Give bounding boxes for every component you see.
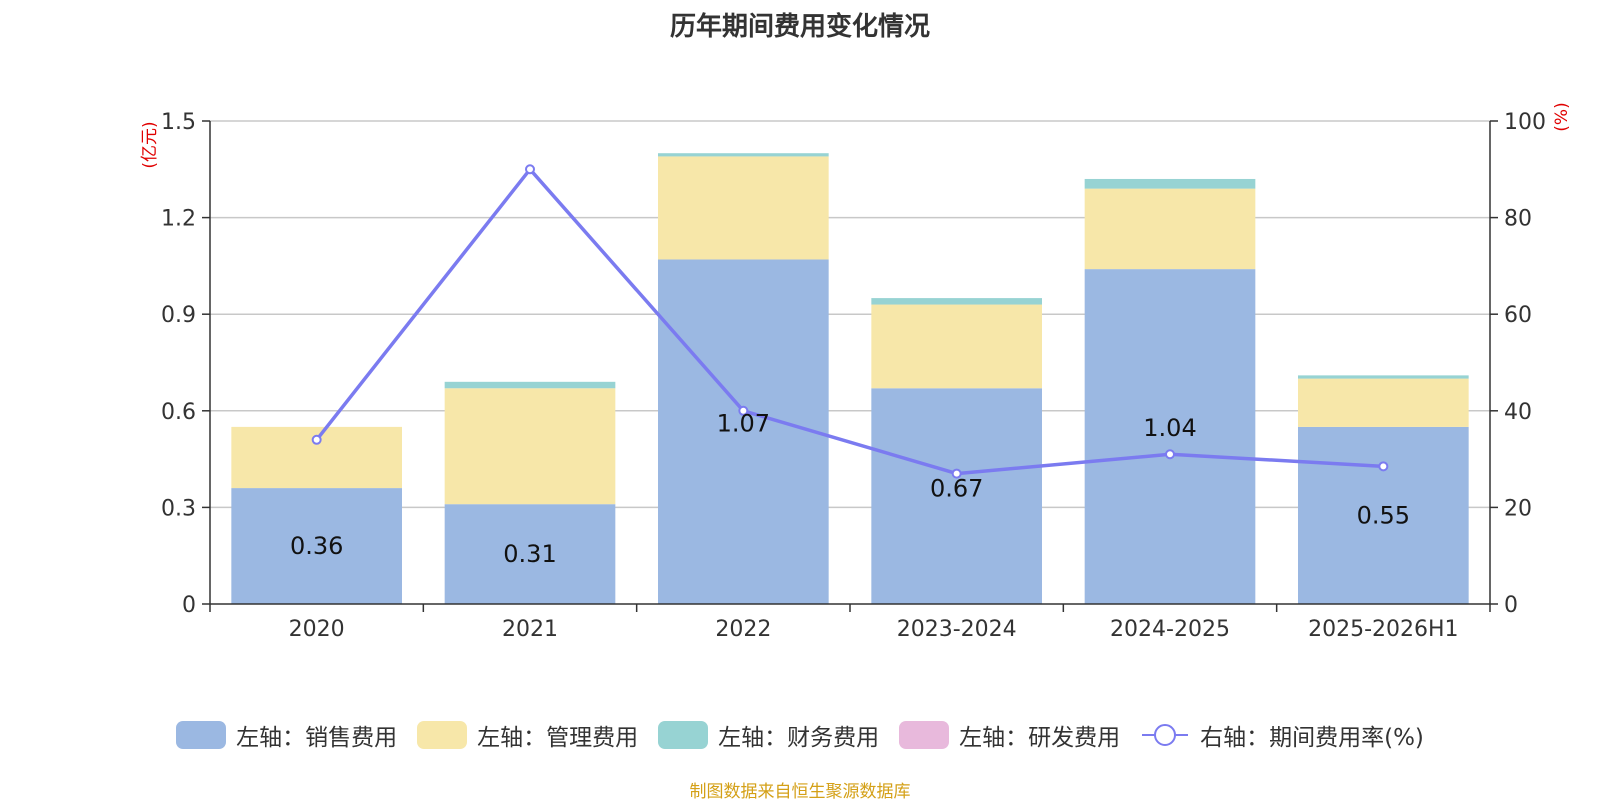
- right-tick-label: 20: [1504, 496, 1532, 521]
- bar-左轴：销售费用: [658, 259, 829, 604]
- data-label: 0.36: [290, 532, 343, 560]
- right-tick-label: 0: [1504, 593, 1518, 618]
- rate-point: [1378, 461, 1389, 472]
- legend-line-swatch: [1142, 724, 1189, 746]
- data-labels: 0.36 0.31 1.07 0.67 1.04 0.55: [290, 409, 1410, 568]
- rate-point: [311, 434, 322, 445]
- data-label: 0.67: [930, 474, 983, 502]
- legend-item[interactable]: 左轴：销售费用: [176, 718, 397, 752]
- left-tick-label: 1.2: [161, 207, 196, 232]
- bar-左轴：财务费用: [444, 381, 616, 389]
- x-tick-label: 2020: [289, 617, 345, 642]
- bar-左轴：销售费用: [871, 388, 1042, 604]
- legend-swatch: [176, 721, 227, 749]
- rate-point: [951, 468, 962, 479]
- data-label: 1.04: [1143, 414, 1196, 442]
- right-tick-label: 40: [1504, 400, 1532, 425]
- right-tick-label: 80: [1504, 207, 1532, 232]
- legend-label: 左轴：财务费用: [718, 725, 880, 751]
- legend-item[interactable]: 左轴：管理费用: [417, 718, 638, 752]
- left-tick-label: 0: [182, 593, 196, 618]
- x-tick-label: 2024-2025: [1110, 617, 1230, 642]
- bars: [231, 153, 1469, 604]
- legend-item[interactable]: 右轴：期间费用率(%): [1140, 718, 1424, 752]
- legend-label: 左轴：销售费用: [236, 725, 398, 751]
- chart: 0 0.3 0.6 0.9 1.2 1.5 0 20 40 60 80 100 2020 2021 2022…: [140, 102, 1572, 642]
- legend-swatch: [417, 721, 468, 749]
- data-label: 0.55: [1357, 501, 1410, 529]
- legend-label: 左轴：管理费用: [477, 725, 639, 751]
- bar-左轴：管理费用: [658, 156, 829, 260]
- right-axis-unit: (%): [1552, 102, 1572, 131]
- source-note: 制图数据来自恒生聚源数据库: [689, 782, 911, 802]
- right-tick-label: 60: [1504, 303, 1532, 328]
- right-tick-label: 100: [1504, 110, 1546, 135]
- left-tick-label: 0.9: [161, 303, 196, 328]
- bar-左轴：管理费用: [1298, 378, 1469, 427]
- legend-item[interactable]: 左轴：研发费用: [899, 718, 1120, 752]
- x-tick-label: 2022: [715, 617, 771, 642]
- x-tick-label: 2025-2026H1: [1308, 617, 1458, 642]
- chart-title: 历年期间费用变化情况: [669, 12, 930, 42]
- legend-label: 右轴：期间费用率(%): [1200, 725, 1424, 751]
- data-label: 0.31: [503, 540, 556, 568]
- rate-line-path: [315, 167, 1384, 476]
- rate-point: [738, 405, 749, 416]
- legend: 左轴：销售费用 左轴：管理费用 左轴：财务费用 左轴：研发费用 右轴：期间费用率(%): [0, 718, 1600, 752]
- bar-左轴：财务费用: [1084, 178, 1256, 189]
- bar-左轴：财务费用: [1298, 375, 1469, 379]
- rate-point: [525, 164, 535, 175]
- legend-swatch: [899, 721, 950, 749]
- x-tick-label: 2023-2024: [897, 617, 1017, 642]
- bar-左轴：财务费用: [658, 153, 829, 157]
- left-tick-label: 0.6: [161, 400, 196, 425]
- rate-line: [311, 164, 1389, 479]
- bar-左轴：管理费用: [444, 388, 616, 505]
- bar-左轴：管理费用: [1084, 188, 1256, 270]
- legend-swatch: [658, 721, 709, 749]
- axes: 0 0.3 0.6 0.9 1.2 1.5 0 20 40 60 80 100 2020 2021 2022…: [140, 102, 1572, 642]
- left-axis-unit: (亿元): [140, 121, 160, 168]
- left-tick-label: 0.3: [161, 496, 196, 521]
- legend-item[interactable]: 左轴：财务费用: [658, 718, 879, 752]
- bar-左轴：销售费用: [231, 488, 402, 604]
- bar-左轴：财务费用: [871, 298, 1042, 305]
- data-label: 1.07: [717, 409, 770, 437]
- bar-左轴：管理费用: [871, 304, 1042, 389]
- left-tick-label: 1.5: [161, 110, 196, 135]
- x-tick-label: 2021: [502, 617, 558, 642]
- bar-左轴：销售费用: [1298, 426, 1469, 604]
- bar-左轴：销售费用: [1084, 269, 1256, 604]
- legend-label: 左轴：研发费用: [959, 725, 1121, 751]
- grid: [210, 120, 1490, 509]
- bar-左轴：销售费用: [444, 504, 616, 604]
- rate-point: [1165, 449, 1175, 460]
